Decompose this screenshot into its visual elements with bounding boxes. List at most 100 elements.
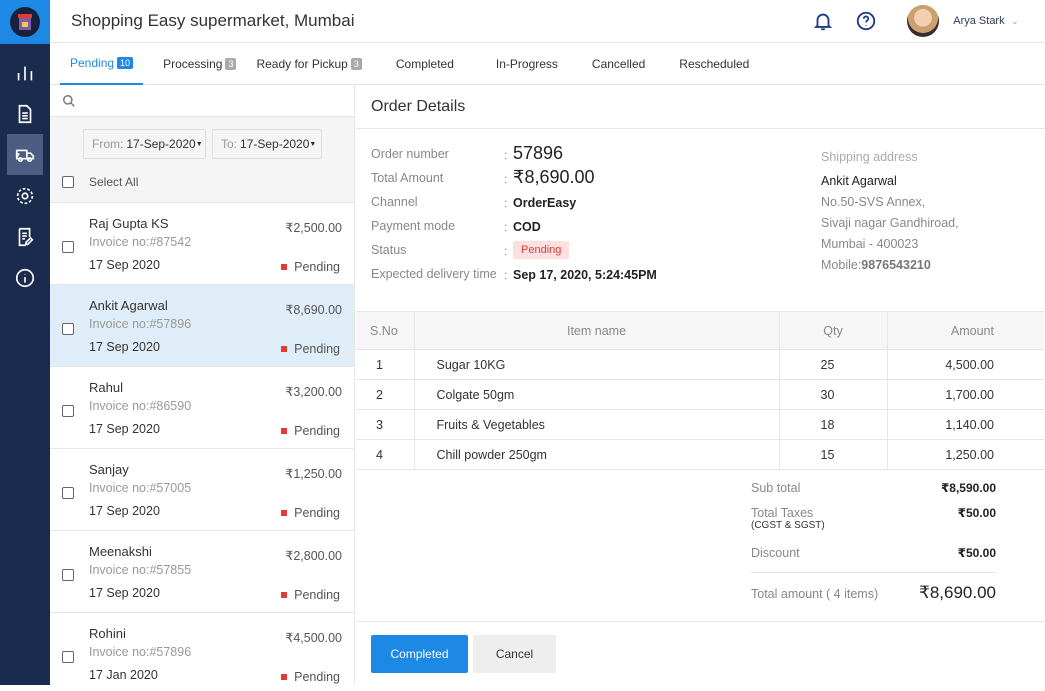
order-amount: ₹3,200.00 <box>285 385 342 399</box>
customer-name: Rohini <box>89 626 126 641</box>
order-list-item[interactable]: Meenakshi Invoice no:#57855 17 Sep 2020 … <box>50 531 354 613</box>
tab-ready-for-pickup[interactable]: Ready for Pickup 3 <box>246 43 371 85</box>
tab-pending[interactable]: Pending 10 <box>60 43 144 85</box>
select-all[interactable]: Select All <box>62 175 138 189</box>
from-value: 17-Sep-2020 <box>126 137 196 151</box>
customer-name: Ankit Agarwal <box>89 298 168 313</box>
field-label: Order number <box>371 147 449 161</box>
order-checkbox[interactable] <box>62 569 74 581</box>
invoice-number: Invoice no:#57896 <box>89 317 192 331</box>
field-label: Status <box>371 243 407 257</box>
address-line: Mumbai - 400023 <box>821 237 919 251</box>
order-date: 17 Sep 2020 <box>89 258 160 272</box>
discount-value: ₹50.00 <box>957 546 996 560</box>
truck-icon[interactable] <box>7 134 43 175</box>
order-date: 17 Jan 2020 <box>89 668 158 682</box>
field-value: ₹8,690.00 <box>513 167 595 188</box>
app-logo[interactable] <box>0 0 50 44</box>
shipping-name: Ankit Agarwal <box>821 174 897 188</box>
sidebar <box>0 0 50 685</box>
avatar[interactable] <box>907 5 940 37</box>
search-input[interactable] <box>50 85 354 117</box>
mobile-label: Mobile: <box>821 258 862 272</box>
order-status: Pending <box>281 506 340 520</box>
cell-sno: 2 <box>356 379 415 410</box>
status-text: Pending <box>294 424 340 438</box>
order-checkbox[interactable] <box>62 323 74 335</box>
order-list-item[interactable]: Ankit Agarwal Invoice no:#57896 17 Sep 2… <box>50 285 354 367</box>
cell-sno: 3 <box>356 409 415 440</box>
cell-amount: 1,140.00 <box>887 409 1044 440</box>
user-name[interactable]: Arya Stark <box>953 15 1005 27</box>
status-dot-icon <box>281 264 288 270</box>
field-colon: : <box>504 148 508 162</box>
order-list-item[interactable]: Sanjay Invoice no:#57005 17 Sep 2020 ₹1,… <box>50 449 354 531</box>
status-text: Pending <box>294 260 340 274</box>
status-badge: Pending <box>513 241 570 259</box>
to-date-dropdown[interactable]: To: 17-Sep-2020 ▼ <box>212 129 322 159</box>
col-qty: Qty <box>779 311 888 350</box>
field-value: 57896 <box>513 143 563 164</box>
customer-name: Sanjay <box>89 462 129 477</box>
cell-item-name: Sugar 10KG <box>414 349 780 380</box>
from-date-dropdown[interactable]: From: 17-Sep-2020 ▼ <box>83 129 206 159</box>
order-date: 17 Sep 2020 <box>89 422 160 436</box>
order-checkbox[interactable] <box>62 405 74 417</box>
header: Shopping Easy supermarket, Mumbai Arya S… <box>50 0 1045 43</box>
field-colon: : <box>504 244 508 258</box>
tab-label: Pending <box>70 56 115 70</box>
tab-completed[interactable]: Completed <box>395 57 454 71</box>
cancel-button[interactable]: Cancel <box>473 635 556 673</box>
col-item-name: Item name <box>414 311 780 350</box>
order-list-item[interactable]: Rahul Invoice no:#86590 17 Sep 2020 ₹3,2… <box>50 367 354 449</box>
field-value: Sep 17, 2020, 5:24:45PM <box>513 268 657 282</box>
chevron-down-icon[interactable]: ⌄ <box>1010 15 1019 27</box>
tab-cancelled[interactable]: Cancelled <box>591 57 646 71</box>
customer-name: Raj Gupta KS <box>89 216 169 231</box>
status-dot-icon <box>281 428 288 434</box>
status-text: Pending <box>294 588 340 602</box>
tab-rescheduled[interactable]: Rescheduled <box>679 57 750 71</box>
completed-button[interactable]: Completed <box>371 635 468 673</box>
invoice-number: Invoice no:#57855 <box>89 563 192 577</box>
search-icon <box>63 94 75 107</box>
table-row: 3 Fruits & Vegetables 18 1,140.00 <box>356 409 1044 440</box>
field-label: Total Amount <box>371 171 444 185</box>
order-list-panel: From: 17-Sep-2020 ▼ To: 17-Sep-2020 ▼ Select… <box>50 85 355 685</box>
cell-item-name: Chill powder 250gm <box>414 439 780 470</box>
shipping-address: Shipping address Ankit Agarwal No.50-SVS… <box>821 147 959 276</box>
tab-processing[interactable]: Processing 3 <box>153 43 246 85</box>
select-all-checkbox[interactable] <box>62 176 74 188</box>
info-icon[interactable] <box>7 257 43 298</box>
taxes-row: Total Taxes ₹50.00 (CGST & SGST) <box>751 506 996 531</box>
order-list-item[interactable]: Rohini Invoice no:#57896 17 Jan 2020 ₹4,… <box>50 613 354 685</box>
order-date: 17 Sep 2020 <box>89 504 160 518</box>
invoice-number: Invoice no:#57896 <box>89 645 192 659</box>
subtotal-value: ₹8,590.00 <box>940 481 996 495</box>
cell-item-name: Colgate 50gm <box>414 379 780 410</box>
order-date: 17 Sep 2020 <box>89 340 160 354</box>
order-list-item[interactable]: Raj Gupta KS Invoice no:#87542 17 Sep 20… <box>50 203 354 285</box>
table-row: 2 Colgate 50gm 30 1,700.00 <box>356 379 1044 410</box>
help-icon[interactable] <box>855 10 877 32</box>
document-icon[interactable] <box>7 93 43 134</box>
order-amount: ₹4,500.00 <box>285 631 342 645</box>
tab-in-progress[interactable]: In-Progress <box>495 57 558 71</box>
bell-icon[interactable] <box>812 10 834 32</box>
edit-list-icon[interactable] <box>7 216 43 257</box>
bar-chart-icon[interactable] <box>7 52 43 93</box>
field-value-text: COD <box>513 220 541 234</box>
order-amount: ₹8,690.00 <box>285 303 342 317</box>
cell-amount: 1,250.00 <box>887 439 1044 470</box>
store-title: Shopping Easy supermarket, Mumbai <box>71 11 355 30</box>
discount-label: Discount <box>751 546 800 560</box>
gear-icon[interactable] <box>7 175 43 216</box>
customer-name: Meenakshi <box>89 544 152 559</box>
cell-sno: 1 <box>356 349 415 380</box>
field-value-text: OrderEasy <box>513 196 577 210</box>
order-checkbox[interactable] <box>62 487 74 499</box>
order-checkbox[interactable] <box>62 241 74 253</box>
cell-qty: 15 <box>779 439 888 470</box>
tab-label: Processing <box>163 57 223 71</box>
order-checkbox[interactable] <box>62 651 74 663</box>
